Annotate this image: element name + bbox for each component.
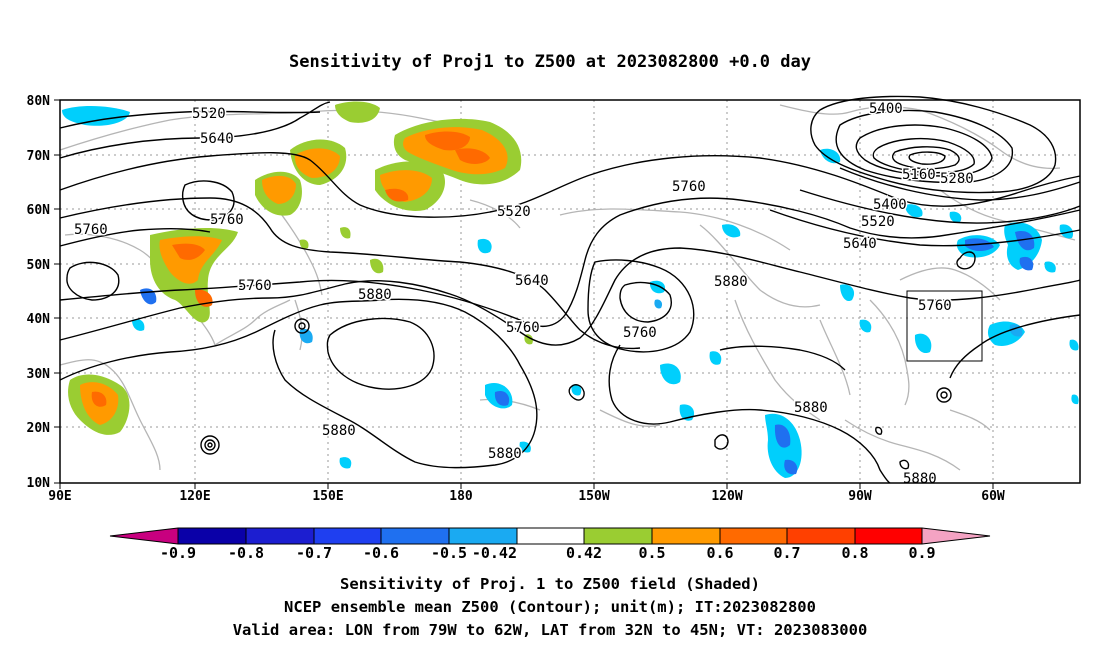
map-frame xyxy=(59,99,1081,484)
contour-label: 5880 xyxy=(488,446,522,462)
lon-label: 150W xyxy=(578,489,609,504)
colorbar-label: -0.6 xyxy=(363,544,399,562)
colorbar-cell xyxy=(449,528,517,544)
z500-contours xyxy=(59,95,1081,484)
colorbar-label: 0.6 xyxy=(706,544,733,562)
figure-title: Sensitivity of Proj1 to Z500 at 20230828… xyxy=(289,52,811,72)
latitude-labels: 80N 70N 60N 50N 40N 30N 20N 10N xyxy=(27,94,51,491)
contour-label: 5400 xyxy=(873,197,907,213)
contour-label: 5400 xyxy=(869,101,903,117)
map-panel: 5520 5640 5760 5760 5760 5880 5640 5760 … xyxy=(59,95,1081,489)
caption-line-2: NCEP ensemble mean Z500 (Contour); unit(… xyxy=(284,598,816,616)
contour-label: 5520 xyxy=(497,204,531,220)
lat-label: 20N xyxy=(27,421,51,436)
contour-label: 5880 xyxy=(903,471,937,487)
contour-label: 5760 xyxy=(506,320,540,336)
colorbar-label: -0.5 xyxy=(431,544,467,562)
lon-label: 60W xyxy=(981,489,1005,504)
colorbar-cell xyxy=(381,528,449,544)
longitude-labels: 90E 120E 150E 180 150W 120W 90W 60W xyxy=(48,489,1005,504)
contour-labels: 5520 5640 5760 5760 5760 5880 5640 5760 … xyxy=(73,100,976,489)
colorbar-cell xyxy=(110,528,178,544)
lat-label: 10N xyxy=(27,476,51,491)
colorbar-cell xyxy=(314,528,381,544)
colorbar-cell xyxy=(517,528,584,544)
contour-label: 5880 xyxy=(322,423,356,439)
contour-label: 5160 xyxy=(902,167,936,183)
contour-label: 5760 xyxy=(623,325,657,341)
colorbar-label: 0.5 xyxy=(638,544,665,562)
contour-label: 5520 xyxy=(192,106,226,122)
contour-label: 5880 xyxy=(358,287,392,303)
contour-label: 5280 xyxy=(940,171,974,187)
colorbar-label: -0.42 xyxy=(472,544,517,562)
lon-label: 90W xyxy=(848,489,872,504)
axis-ticks xyxy=(54,99,994,489)
lon-label: 120W xyxy=(711,489,742,504)
contour-label: 5880 xyxy=(794,400,828,416)
lat-label: 80N xyxy=(27,94,51,109)
colorbar-cell xyxy=(855,528,922,544)
lon-label: 120E xyxy=(179,489,210,504)
colorbar-cell xyxy=(246,528,314,544)
colorbar-cell xyxy=(720,528,787,544)
positive-sensitivity-shading xyxy=(68,101,533,435)
lat-label: 40N xyxy=(27,312,51,327)
contour-label: 5640 xyxy=(200,131,234,147)
colorbar-cell xyxy=(178,528,246,544)
lat-label: 50N xyxy=(27,258,51,273)
colorbar-label: -0.8 xyxy=(228,544,264,562)
colorbar-label: 0.8 xyxy=(841,544,868,562)
contour-label: 5760 xyxy=(210,212,244,228)
caption-line-3: Valid area: LON from 79W to 62W, LAT fro… xyxy=(233,621,868,639)
colorbar-cell xyxy=(787,528,855,544)
contour-label: 5760 xyxy=(238,278,272,294)
negative-sensitivity-shading xyxy=(62,106,1079,478)
contour-label: 5880 xyxy=(714,274,748,290)
valid-area-box xyxy=(906,290,983,362)
colorbar-label: 0.9 xyxy=(908,544,935,562)
colorbar-label: -0.9 xyxy=(160,544,196,562)
contour-label: 5640 xyxy=(843,236,877,252)
lon-label: 150E xyxy=(312,489,343,504)
contour-label: 5760 xyxy=(74,222,108,238)
colorbar-cell xyxy=(922,528,990,544)
lat-label: 30N xyxy=(27,367,51,382)
colorbar-cell xyxy=(584,528,652,544)
colorbar-label: 0.42 xyxy=(566,544,602,562)
contour-label: 5760 xyxy=(918,298,952,314)
contour-label: 5520 xyxy=(861,214,895,230)
caption-line-1: Sensitivity of Proj. 1 to Z500 field (Sh… xyxy=(340,575,760,593)
lon-label: 180 xyxy=(449,489,473,504)
contour-label: 5760 xyxy=(672,179,706,195)
colorbar-label: 0.7 xyxy=(773,544,800,562)
lat-label: 60N xyxy=(27,203,51,218)
colorbar: -0.9 -0.8 -0.7 -0.6 -0.5 -0.42 0.42 0.5 … xyxy=(109,527,991,562)
lat-label: 70N xyxy=(27,149,51,164)
lon-label: 90E xyxy=(48,489,71,504)
colorbar-label: -0.7 xyxy=(296,544,332,562)
colorbar-cell xyxy=(652,528,720,544)
contour-label: 5640 xyxy=(515,273,549,289)
